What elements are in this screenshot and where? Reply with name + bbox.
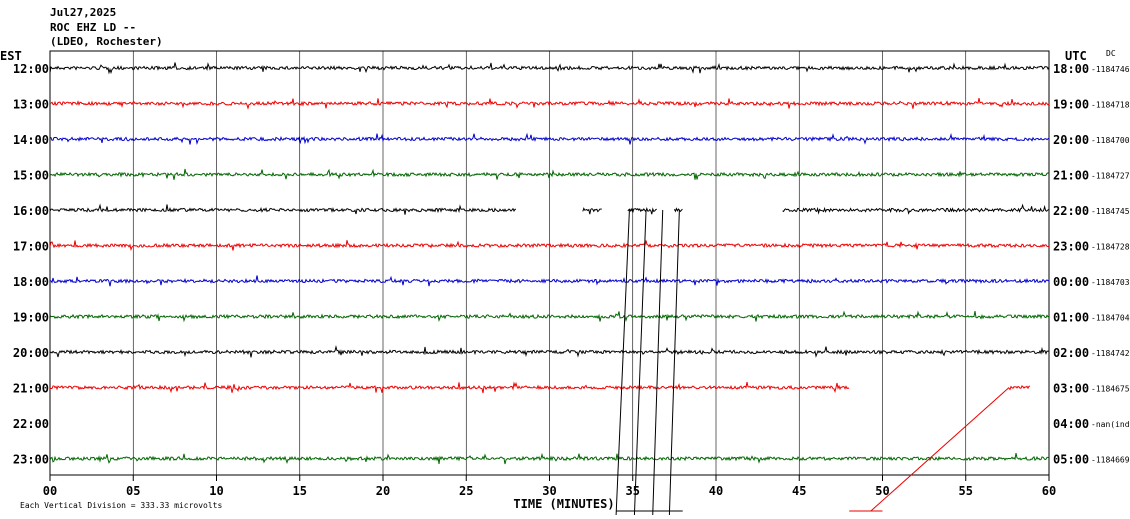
x-tick-label: 00 <box>43 484 57 498</box>
x-tick-label: 10 <box>209 484 223 498</box>
utc-time-label: 18:00 <box>1053 62 1089 76</box>
trace-segment <box>673 207 683 213</box>
grid <box>49 50 1050 476</box>
x-tick-label: 20 <box>376 484 390 498</box>
utc-zone-label: UTC <box>1065 49 1087 63</box>
utc-time-label: 19:00 <box>1053 98 1089 112</box>
utc-time-label: 03:00 <box>1053 382 1089 396</box>
dc-offset-label: -1184669 <box>1091 456 1130 465</box>
x-axis: 00 05 10 15 20 25 30 35 40 45 50 55 60 <box>43 475 1056 498</box>
dc-offset-label: -1184700 <box>1091 136 1130 145</box>
est-time-label: 15:00 <box>13 169 49 183</box>
x-tick-label: 60 <box>1042 484 1056 498</box>
dc-offset-label: -1184745 <box>1091 207 1130 216</box>
est-time-label: 13:00 <box>13 98 49 112</box>
glitch-line <box>668 209 680 516</box>
trace-segment <box>582 207 602 215</box>
x-tick-label: 50 <box>875 484 889 498</box>
est-time-label: 14:00 <box>13 133 49 147</box>
trace-segment <box>49 132 1050 146</box>
utc-time-label: 22:00 <box>1053 204 1089 218</box>
utc-time-label: 04:00 <box>1053 417 1089 431</box>
est-time-label: 12:00 <box>13 62 49 76</box>
x-tick-label: 45 <box>792 484 806 498</box>
glitch-line <box>633 209 647 516</box>
utc-time-label: 20:00 <box>1053 133 1089 147</box>
utc-time-label: 23:00 <box>1053 240 1089 254</box>
dc-offset-label: -1184703 <box>1091 278 1130 287</box>
trace-segment <box>627 206 657 215</box>
x-tick-label: 30 <box>542 484 556 498</box>
trace-segment <box>49 62 1050 75</box>
utc-time-label: 05:00 <box>1053 453 1089 467</box>
est-zone-label: EST <box>0 49 22 63</box>
dc-offset-label: -1184727 <box>1091 172 1130 181</box>
dc-header-label: DC <box>1106 49 1116 58</box>
trace-segment <box>49 345 1050 358</box>
glitch-line <box>652 209 664 516</box>
est-time-label: 23:00 <box>13 453 49 467</box>
utc-time-label: 01:00 <box>1053 311 1089 325</box>
trace-segment <box>782 203 1049 215</box>
trace-segment <box>49 310 1050 323</box>
date-label: Jul27,2025 <box>50 6 116 19</box>
dc-offset-label: -1184728 <box>1091 243 1130 252</box>
x-tick-label: 05 <box>126 484 140 498</box>
utc-time-label: 00:00 <box>1053 275 1089 289</box>
trace-segment <box>49 168 1050 180</box>
est-time-label: 18:00 <box>13 275 49 289</box>
station-label: ROC EHZ LD -- <box>50 21 136 34</box>
trace-segment <box>49 240 1050 252</box>
trace-segment <box>50 275 1050 287</box>
x-tick-label: 40 <box>709 484 723 498</box>
est-time-label: 21:00 <box>13 382 49 396</box>
trace-segment <box>49 97 1050 110</box>
est-time-label: 17:00 <box>13 240 49 254</box>
trace-segment <box>49 203 517 215</box>
utc-time-label: 21:00 <box>1053 169 1089 183</box>
x-tick-label: 55 <box>959 484 973 498</box>
traces <box>49 62 1050 516</box>
est-time-label: 16:00 <box>13 204 49 218</box>
glitch-line <box>615 209 630 516</box>
x-axis-title: TIME (MINUTES) <box>513 497 614 511</box>
x-tick-label: 35 <box>626 484 640 498</box>
est-time-label: 20:00 <box>13 346 49 360</box>
dc-offset-label: -1184704 <box>1091 314 1130 323</box>
x-tick-label: 25 <box>459 484 473 498</box>
dc-offset-label: -1184742 <box>1091 349 1130 358</box>
trace-segment <box>49 381 850 394</box>
dc-offset-label: -nan(ind <box>1091 420 1130 429</box>
dc-offset-label: -1184675 <box>1091 385 1130 394</box>
trace-segment <box>1008 385 1031 391</box>
trace-segment <box>49 452 1050 465</box>
utc-time-label: 02:00 <box>1053 346 1089 360</box>
est-time-label: 19:00 <box>13 311 49 325</box>
wrap-line <box>870 387 1010 512</box>
dc-offset-label: -1184746 <box>1091 65 1130 74</box>
est-time-label: 22:00 <box>13 417 49 431</box>
x-tick-label: 15 <box>293 484 307 498</box>
scale-note: Each Vertical Division = 333.33 microvol… <box>20 501 222 510</box>
dc-offset-label: -1184718 <box>1091 101 1130 110</box>
network-label: (LDEO, Rochester) <box>50 35 163 48</box>
